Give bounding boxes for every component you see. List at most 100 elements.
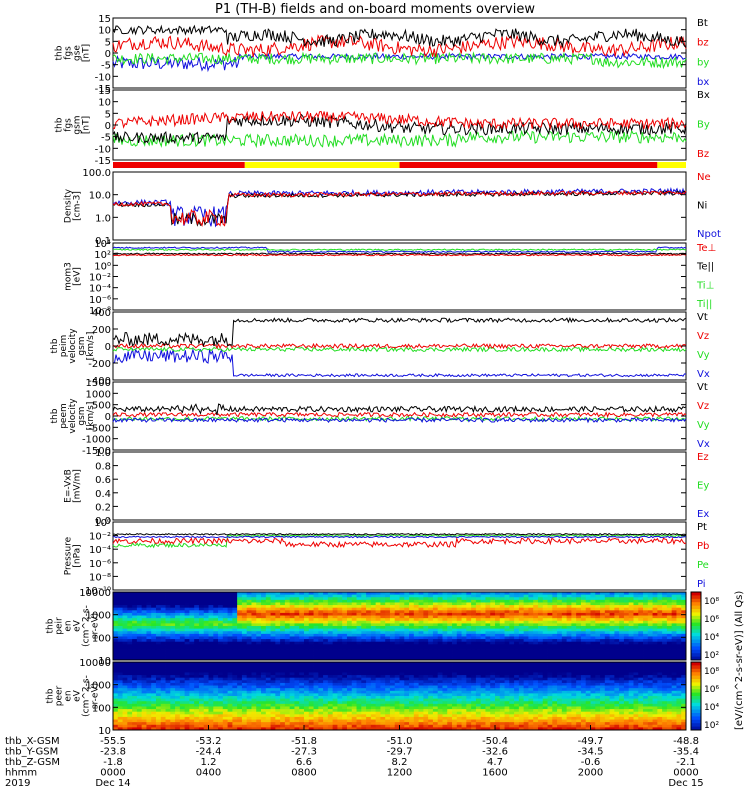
spectrogram-cell — [629, 636, 634, 639]
spectrogram-cell — [237, 636, 242, 639]
spectrogram-cell — [146, 720, 151, 723]
spectrogram-cell — [653, 629, 658, 632]
spectrogram-cell — [218, 597, 223, 600]
spectrogram-cell — [132, 683, 137, 686]
spectrogram-cell — [218, 688, 223, 691]
spectrogram-cell — [228, 655, 233, 658]
spectrogram-cell — [237, 631, 242, 634]
series-vx-e — [113, 418, 686, 422]
spectrogram-cell — [672, 642, 677, 645]
spectrogram-cell — [294, 644, 299, 647]
spectrogram-cell — [385, 613, 390, 616]
spectrogram-cell — [657, 610, 662, 613]
spectrogram-cell — [624, 655, 629, 658]
spectrogram-cell — [481, 595, 486, 598]
spectrogram-cell — [209, 706, 214, 709]
spectrogram-cell — [294, 696, 299, 699]
spectrogram-cell — [127, 678, 132, 681]
spectrogram-cell — [251, 672, 256, 675]
spectrogram-cell — [137, 636, 142, 639]
spectrogram-cell — [347, 639, 352, 642]
spectrogram-cell — [314, 629, 319, 632]
spectrogram-cell — [380, 618, 385, 621]
spectrogram-cell — [342, 629, 347, 632]
spectrogram-cell — [543, 644, 548, 647]
spectrogram-cell — [166, 714, 171, 717]
spectrogram-cell — [442, 650, 447, 653]
spectrogram-cell — [548, 618, 553, 621]
spectrogram-cell — [156, 717, 161, 720]
spectrogram-cell — [261, 722, 266, 725]
spectrogram-cell — [309, 644, 314, 647]
spectrogram-cell — [624, 631, 629, 634]
spectrogram-cell — [395, 696, 400, 699]
spectrogram-cell — [619, 642, 624, 645]
spectrogram-cell — [223, 691, 228, 694]
spectrogram-cell — [199, 600, 204, 603]
spectrogram-cell — [400, 706, 405, 709]
spectrogram-cell — [180, 629, 185, 632]
spectrogram-cell — [123, 629, 128, 632]
spectrogram-cell — [180, 693, 185, 696]
spectrogram-cell — [419, 605, 424, 608]
spectrogram-cell — [457, 642, 462, 645]
spectrogram-cell — [519, 642, 524, 645]
spectrogram-cell — [290, 600, 295, 603]
spectrogram-cell — [256, 670, 261, 673]
spectrogram-cell — [366, 639, 371, 642]
spectrogram-cell — [237, 717, 242, 720]
spectrogram-cell — [342, 686, 347, 689]
spectrogram-cell — [309, 655, 314, 658]
spectrogram-cell — [395, 667, 400, 670]
spectrogram-cell — [209, 667, 214, 670]
spectrogram-cell — [242, 720, 247, 723]
spectrogram-cell — [452, 644, 457, 647]
spectrogram-cell — [180, 714, 185, 717]
spectrogram-cell — [538, 626, 543, 629]
spectrogram-cell — [376, 667, 381, 670]
spectrogram-cell — [118, 665, 123, 668]
spectrogram-cell — [151, 680, 156, 683]
spectrogram-cell — [337, 647, 342, 650]
spectrogram-cell — [294, 639, 299, 642]
spectrogram-cell — [247, 725, 252, 728]
spectrogram-cell — [548, 636, 553, 639]
spectrogram-cell — [271, 613, 276, 616]
spectrogram-cell — [400, 665, 405, 668]
spectrogram-cell — [113, 691, 118, 694]
spectrogram-cell — [251, 595, 256, 598]
spectrogram-cell — [151, 621, 156, 624]
spectrogram-cell — [232, 665, 237, 668]
spectrogram-cell — [113, 602, 118, 605]
spectrogram-cell — [400, 693, 405, 696]
spectrogram-cell — [567, 608, 572, 611]
spectrogram-cell — [213, 616, 218, 619]
spectrogram-cell — [610, 618, 615, 621]
spectrogram-cell — [385, 618, 390, 621]
spectrogram-cell — [204, 631, 209, 634]
spectrogram-cell — [438, 639, 443, 642]
spectrogram-cell — [409, 610, 414, 613]
spectrogram-cell — [548, 655, 553, 658]
spectrogram-cell — [342, 608, 347, 611]
spectrogram-cell — [204, 605, 209, 608]
spectrogram-cell — [185, 636, 190, 639]
spectrogram-cell — [457, 608, 462, 611]
spectrogram-cell — [218, 631, 223, 634]
spectrogram-cell — [476, 610, 481, 613]
spectrogram-cell — [352, 613, 357, 616]
spectrogram-cell — [333, 691, 338, 694]
spectrogram-cell — [113, 672, 118, 675]
spectrogram-cell — [538, 655, 543, 658]
spectrogram-cell — [189, 618, 194, 621]
spectrogram-cell — [328, 701, 333, 704]
spectrogram-cell — [242, 631, 247, 634]
spectrogram-cell — [223, 704, 228, 707]
spectrogram-cell — [638, 605, 643, 608]
spectrogram-cell — [189, 602, 194, 605]
spectrogram-cell — [166, 655, 171, 658]
spectrogram-cell — [185, 706, 190, 709]
spectrogram-cell — [175, 706, 180, 709]
spectrogram-cell — [280, 714, 285, 717]
spectrogram-cell — [294, 608, 299, 611]
